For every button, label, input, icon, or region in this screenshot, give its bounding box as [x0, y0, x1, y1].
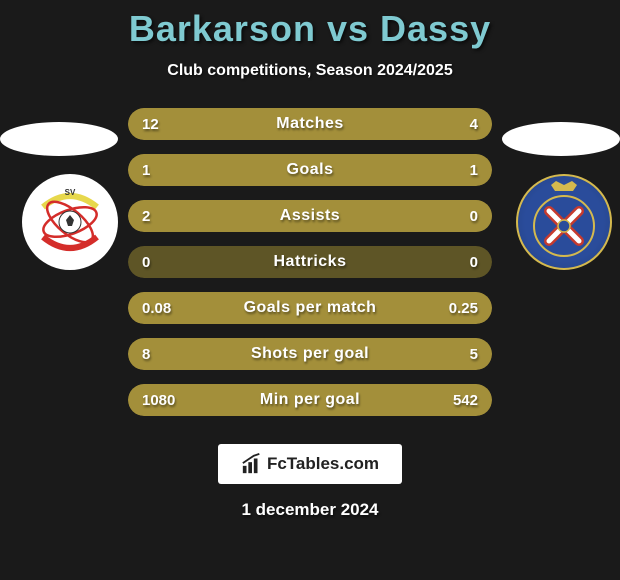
chart-icon [241, 453, 263, 475]
player2-photo-placeholder [502, 122, 620, 156]
stat-label: Goals per match [128, 299, 492, 317]
stat-right-value: 5 [470, 346, 478, 363]
brand-text: FcTables.com [267, 454, 379, 474]
club2-crest [516, 174, 612, 270]
crown-icon [551, 181, 577, 191]
subtitle: Club competitions, Season 2024/2025 [0, 62, 620, 80]
stat-row: 2Assists0 [128, 200, 492, 232]
footer-date: 1 december 2024 [0, 500, 620, 520]
stat-label: Matches [128, 115, 492, 133]
stat-label: Goals [128, 161, 492, 179]
vs-text: vs [327, 8, 369, 49]
stat-row: 1Goals1 [128, 154, 492, 186]
stats-list: 12Matches41Goals12Assists00Hattricks00.0… [128, 108, 492, 416]
club1-crest-svg: SV [25, 177, 115, 267]
club2-crest-svg [521, 179, 607, 265]
stat-row: 12Matches4 [128, 108, 492, 140]
page-title: Barkarson vs Dassy [0, 8, 620, 50]
stat-label: Hattricks [128, 253, 492, 271]
player1-name: Barkarson [129, 8, 316, 49]
stat-right-value: 0.25 [449, 300, 478, 317]
stat-label: Min per goal [128, 391, 492, 409]
stat-right-value: 4 [470, 116, 478, 133]
stat-right-value: 0 [470, 208, 478, 225]
brand-logo[interactable]: FcTables.com [218, 444, 402, 484]
crest-center [558, 220, 570, 232]
stat-label: Assists [128, 207, 492, 225]
stat-label: Shots per goal [128, 345, 492, 363]
stat-row: 0Hattricks0 [128, 246, 492, 278]
player1-photo-placeholder [0, 122, 118, 156]
stat-row: 8Shots per goal5 [128, 338, 492, 370]
crest-text-top: SV [65, 188, 76, 197]
player2-name: Dassy [380, 8, 491, 49]
stat-right-value: 1 [470, 162, 478, 179]
stat-row: 1080Min per goal542 [128, 384, 492, 416]
club1-crest: SV [22, 174, 118, 270]
stat-right-value: 0 [470, 254, 478, 271]
stat-row: 0.08Goals per match0.25 [128, 292, 492, 324]
stat-right-value: 542 [453, 392, 478, 409]
